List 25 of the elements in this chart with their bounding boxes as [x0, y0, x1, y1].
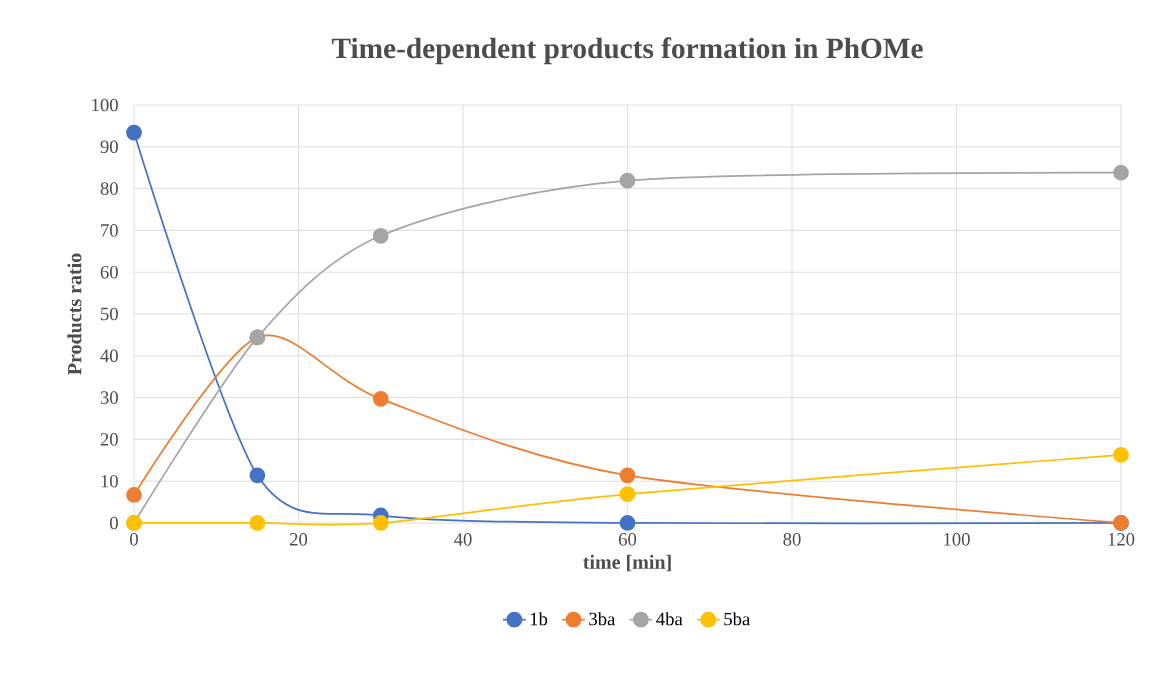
x-tick-label: 40: [454, 533, 472, 546]
legend-label: 1b: [530, 612, 548, 626]
x-tick-label: 0: [130, 533, 138, 546]
y-tick-label: 100: [92, 98, 118, 112]
y-tick-label: 50: [101, 307, 118, 321]
y-tick-label: 30: [100, 391, 118, 404]
y-tick-label: 80: [100, 182, 118, 195]
x-axis-title: time [min]: [583, 554, 671, 572]
y-tick-label: 0: [110, 516, 118, 530]
y-tick-label: 60: [100, 265, 118, 279]
legend-label: 5ba: [724, 612, 750, 626]
x-tick-label: 60: [618, 533, 637, 546]
y-tick-label: 90: [100, 140, 118, 154]
y-tick-label: 10: [101, 474, 118, 488]
legend-label: 4ba: [656, 612, 683, 626]
y-tick-label: 20: [100, 433, 118, 446]
x-tick-label: 100: [944, 533, 970, 546]
x-tick-label: 80: [783, 533, 801, 546]
legend-label: 3ba: [589, 612, 616, 626]
y-tick-label: 70: [101, 224, 118, 237]
chart-title: Time-dependent products formation in PhOMe: [331, 37, 923, 65]
y-axis-title: Products ratio: [67, 253, 82, 375]
y-tick-label: 40: [100, 349, 118, 363]
x-tick-label: 120: [1108, 533, 1135, 546]
x-tick-label: 20: [289, 533, 308, 546]
